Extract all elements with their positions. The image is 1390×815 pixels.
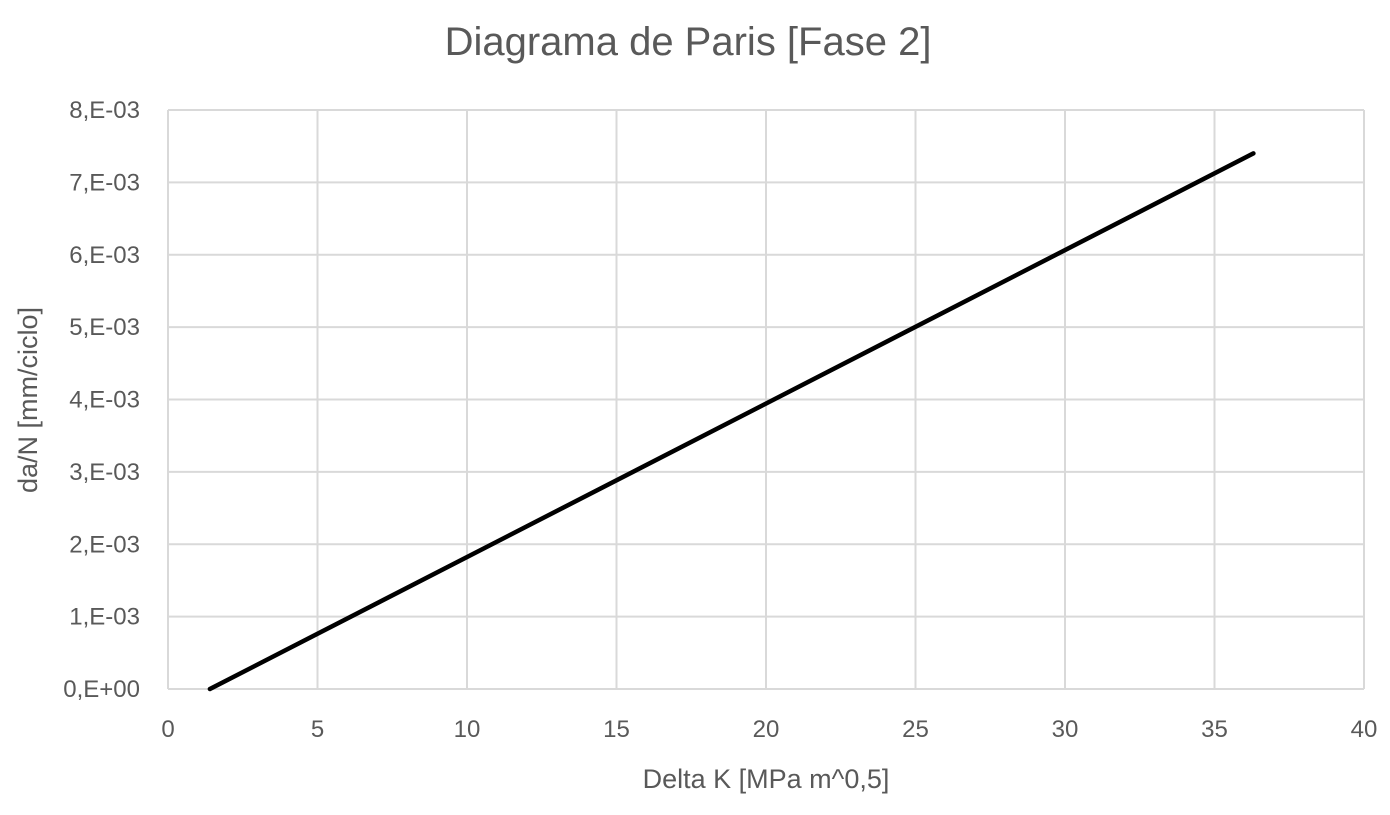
y-tick-label: 3,E-03 bbox=[69, 459, 140, 486]
x-tick-label: 20 bbox=[753, 716, 780, 743]
series-lines bbox=[207, 151, 1256, 692]
y-tick-label: 5,E-03 bbox=[69, 314, 140, 341]
y-tick-label: 4,E-03 bbox=[69, 387, 140, 414]
x-tick-label: 5 bbox=[311, 716, 324, 743]
y-tick-labels: 0,E+00 1,E-03 2,E-03 3,E-03 4,E-03 5,E-03 6,E-… bbox=[63, 97, 140, 703]
y-tick-label: 8,E-03 bbox=[69, 97, 140, 124]
y-tick-label: 6,E-03 bbox=[69, 242, 140, 269]
x-tick-label: 30 bbox=[1052, 716, 1079, 743]
y-tick-label: 1,E-03 bbox=[69, 604, 140, 631]
y-tick-label: 0,E+00 bbox=[63, 676, 140, 703]
x-tick-label: 35 bbox=[1201, 716, 1228, 743]
x-tick-label: 25 bbox=[902, 716, 929, 743]
y-axis-title: da/N [mm/ciclo] bbox=[13, 307, 43, 493]
x-tick-label: 40 bbox=[1351, 716, 1378, 743]
x-axis-title: Delta K [MPa m^0,5] bbox=[643, 764, 890, 794]
gridlines bbox=[168, 109, 1365, 689]
x-tick-label: 15 bbox=[603, 716, 630, 743]
axes bbox=[167, 110, 1364, 690]
y-tick-label: 7,E-03 bbox=[69, 169, 140, 196]
y-tick-label: 2,E-03 bbox=[69, 531, 140, 558]
x-tick-label: 10 bbox=[454, 716, 481, 743]
x-tick-labels: 0 5 10 15 20 25 30 35 40 bbox=[161, 716, 1377, 743]
x-tick-label: 0 bbox=[161, 716, 174, 743]
chart-title: Diagrama de Paris [Fase 2] bbox=[445, 20, 932, 64]
series-line bbox=[207, 151, 1256, 692]
